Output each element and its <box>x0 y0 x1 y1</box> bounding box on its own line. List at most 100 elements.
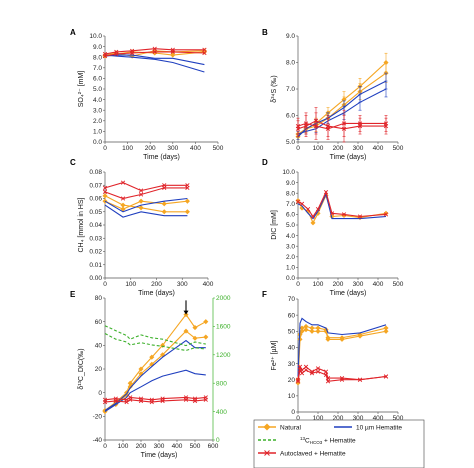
series-f-1 <box>297 317 387 377</box>
y-tick-label-c-2: 0.02 <box>89 249 102 256</box>
data-point-e-3-1-6 <box>160 398 165 404</box>
x-tick-label-c-0: 0 <box>103 281 107 288</box>
data-point-c-2-1-0 <box>102 189 108 194</box>
x-tick-label-b-4: 400 <box>373 145 384 152</box>
data-point-f-0-1-9 <box>357 333 363 339</box>
data-point-a-2-1-2-b <box>130 50 135 56</box>
data-point-c-0-0-1 <box>120 202 126 208</box>
data-point-a-2-1-5 <box>202 50 207 56</box>
panel-f: F 0 100 200 300 400 500 0 10 20 30 40 50 60 70 Time (da… <box>262 290 404 431</box>
data-point-d-2-0-8-b <box>357 214 363 219</box>
data-point-d-2-0-0 <box>295 199 301 204</box>
data-point-c-0-1-4 <box>184 198 190 204</box>
x-tick-label-b-1: 100 <box>313 145 324 152</box>
data-point-f-0-1-2 <box>299 328 305 334</box>
legend-label-autoclaved: Autoclaved + Hematite <box>280 451 346 458</box>
data-point-b-2-1-4 <box>341 121 347 126</box>
data-point-e-0-1-9 <box>203 334 209 340</box>
x-tick-label-a-5: 500 <box>213 145 224 152</box>
data-point-c-2-0-1-b <box>120 180 126 185</box>
legend-entry-hco3: 13CHCO3 + Hematite <box>258 436 356 445</box>
data-point-e-3-1-4 <box>138 398 144 404</box>
x-axis-label-d: Time (days) <box>330 290 367 297</box>
annotation-arrow-e <box>183 300 189 315</box>
panel-a: A 0 100 200 300 400 500 0.0 1.0 2.0 3.0 4.0 5.0 6.0 7.… <box>70 28 224 161</box>
data-point-d-2-0-2-b <box>305 206 311 212</box>
y-tick-label-c-5: 0.05 <box>89 209 102 216</box>
chart-panels: A0 100 200 300 400 5000.01.02.03.04.05.06.07.… <box>70 28 404 459</box>
data-point-b-2-1-2-b <box>313 123 319 129</box>
data-point-d-2-0-6 <box>329 211 335 216</box>
y-tick-label-a-7: 7.0 <box>93 65 102 72</box>
data-point-c-2-0-2 <box>138 188 144 193</box>
data-point-f-2-1-7-b <box>325 379 331 384</box>
data-point-d-2-0-6-b <box>329 211 335 216</box>
y-tick-label-c-8: 0.08 <box>89 169 102 176</box>
data-point-b-2-1-3-b <box>325 126 331 131</box>
data-point-e-3-1-9 <box>203 397 208 402</box>
data-point-c-2-1-1-b <box>120 196 126 201</box>
data-point-f-0-0-5 <box>315 325 321 331</box>
data-point-c-2-1-4-b <box>185 185 190 191</box>
x-tick-label-c-3: 300 <box>177 281 188 288</box>
data-point-f-2-1-5-b <box>315 369 321 374</box>
data-point-f-2-1-7 <box>325 379 331 384</box>
data-point-f-0-0-4 <box>309 325 315 331</box>
data-point-f-0-1-7 <box>325 336 331 342</box>
data-point-e-0-1-3 <box>127 384 133 390</box>
x-tick-label-d-3: 300 <box>353 281 364 288</box>
error-bar-b-1-1-6 <box>384 72 388 90</box>
series-d-1 <box>297 192 387 220</box>
data-point-c-2-1-2 <box>138 192 144 197</box>
series-line-e-3-0 <box>104 396 206 401</box>
x-tick-label-e-1: 100 <box>118 443 129 450</box>
data-point-f-2-0-6-b <box>323 369 329 374</box>
data-point-f-2-0-3-b <box>303 364 309 369</box>
data-point-d-2-0-9 <box>383 212 389 217</box>
x-tick-label-b-0: 0 <box>296 145 300 152</box>
panel-d: D 0 100 200 300 400 500 0.0 1.0 2.0 3.0 4.0 5.0 6.0 7.… <box>262 158 404 297</box>
panel-letter-a: A <box>70 28 76 37</box>
y-tick-label-b-0: 5.0 <box>286 139 295 146</box>
x-tick-label-a-0: 0 <box>103 145 107 152</box>
x-tick-label-e-2: 200 <box>136 443 147 450</box>
data-point-f-2-0-1-b <box>297 364 303 369</box>
legend-marker-natural <box>263 423 271 431</box>
y-tick-label-f-0: 0 <box>291 409 295 416</box>
series-line-a-2-0 <box>104 48 205 55</box>
data-point-c-0-1-1 <box>120 206 126 212</box>
y-tick-label-c-6: 0.06 <box>89 196 102 203</box>
data-point-b-2-1-1 <box>303 121 309 126</box>
data-point-f-2-1-5 <box>315 369 321 374</box>
series-line-c-1-1 <box>104 197 188 213</box>
data-point-e-3-1-0 <box>102 400 108 405</box>
legend-entry-hematite: 10 µm Hematite <box>334 425 402 432</box>
y-tick-label-f-1: 10 <box>288 393 296 400</box>
data-point-d-0-0-7 <box>341 212 347 219</box>
x-tick-label-b-2: 200 <box>333 145 344 152</box>
series-a-1 <box>104 54 205 73</box>
y-tick-label-f-4: 40 <box>288 345 296 352</box>
legend-entry-autoclaved: Autoclaved + Hematite <box>258 450 346 458</box>
data-point-e-3-1-1-b <box>113 398 118 404</box>
data-point-e-3-1-4-b <box>138 398 144 404</box>
data-point-f-2-1-6-b <box>323 372 329 377</box>
data-point-f-2-1-0 <box>295 379 301 384</box>
data-point-a-2-0-3 <box>152 46 157 51</box>
data-point-e-3-1-2-b <box>124 400 129 405</box>
x-tick-label-e-5: 500 <box>190 443 201 450</box>
x-tick-label-f-5: 500 <box>393 415 404 422</box>
y-tick-label-d-5: 5.0 <box>286 222 295 229</box>
data-point-e-3-1-0-b <box>102 400 108 405</box>
data-point-c-2-0-0 <box>102 185 108 191</box>
data-point-d-2-0-3 <box>310 214 316 219</box>
legend-entry-natural: Natural <box>258 423 302 432</box>
series-line-c-2-0 <box>104 182 188 192</box>
data-point-d-2-0-8 <box>357 214 363 219</box>
series-e-2 <box>104 325 206 352</box>
legend-marker-autoclaved <box>264 450 270 456</box>
y-tick-label-e-4: 40 <box>95 343 103 350</box>
data-point-a-2-1-0 <box>102 54 108 59</box>
x-tick-label-e-6: 600 <box>208 443 219 450</box>
data-point-a-2-1-2 <box>130 50 135 56</box>
